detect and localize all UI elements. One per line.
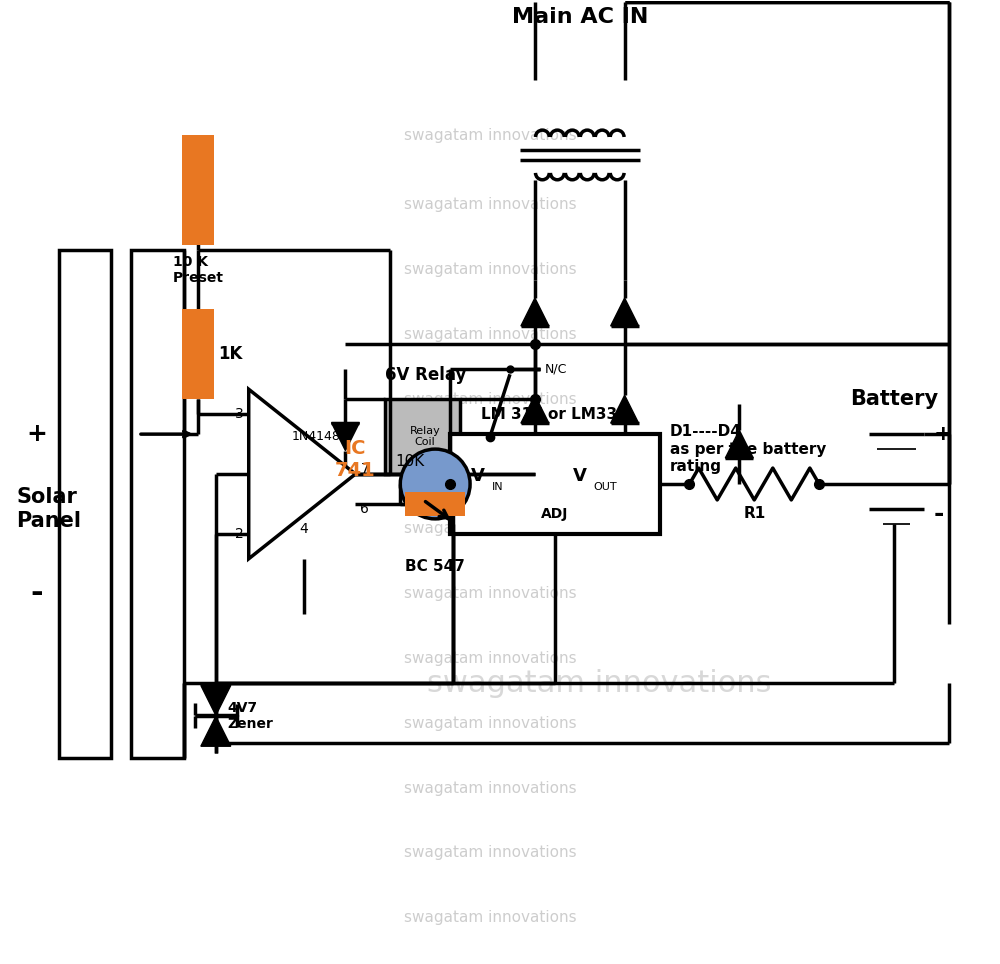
Text: V: V (471, 467, 485, 485)
Text: 3: 3 (235, 407, 244, 421)
Polygon shape (611, 395, 639, 423)
Bar (182, 135, 214, 245)
Polygon shape (331, 422, 359, 450)
Polygon shape (249, 389, 355, 559)
Text: +: + (26, 422, 47, 446)
Bar (59, 250, 111, 759)
Text: swagatam innovations: swagatam innovations (404, 127, 576, 143)
Polygon shape (725, 430, 753, 458)
Text: swagatam innovations: swagatam innovations (404, 910, 576, 925)
Text: 1N4148: 1N4148 (292, 430, 340, 443)
Text: swagatam innovations: swagatam innovations (404, 586, 576, 602)
Text: 7: 7 (360, 462, 369, 476)
Polygon shape (611, 298, 639, 326)
Text: -: - (30, 579, 43, 608)
Text: swagatam innovations: swagatam innovations (404, 781, 576, 795)
Text: swagatam innovations: swagatam innovations (404, 651, 576, 666)
Text: Battery: Battery (850, 389, 938, 409)
Text: Solar
Panel: Solar Panel (16, 488, 81, 530)
Text: swagatam innovations: swagatam innovations (427, 669, 772, 698)
Bar (131, 250, 184, 759)
Text: N/C: N/C (545, 362, 567, 376)
Text: swagatam innovations: swagatam innovations (404, 391, 576, 407)
Text: LM 317 or LM338: LM 317 or LM338 (481, 407, 628, 422)
Text: ADJ: ADJ (541, 507, 569, 521)
Text: swagatam innovations: swagatam innovations (404, 327, 576, 342)
Text: IN: IN (492, 482, 504, 492)
Polygon shape (521, 395, 549, 423)
Text: 10 K
Preset: 10 K Preset (173, 254, 224, 284)
Text: BC 547: BC 547 (405, 559, 465, 574)
Text: IC
741: IC 741 (335, 439, 375, 479)
Text: swagatam innovations: swagatam innovations (404, 845, 576, 861)
Text: R1: R1 (743, 506, 765, 521)
Text: Main AC IN: Main AC IN (512, 8, 648, 27)
Text: swagatam innovations: swagatam innovations (404, 198, 576, 212)
Polygon shape (521, 298, 549, 326)
Text: 4V7
Zener: 4V7 Zener (228, 701, 274, 731)
Polygon shape (201, 716, 231, 746)
Text: 4: 4 (299, 522, 308, 536)
Text: swagatam innovations: swagatam innovations (404, 457, 576, 471)
Text: 6: 6 (360, 502, 369, 516)
Text: 2: 2 (235, 527, 244, 541)
Text: Relay
Coil: Relay Coil (410, 426, 441, 447)
Text: -: - (934, 502, 944, 526)
Text: swagatam innovations: swagatam innovations (404, 522, 576, 536)
Bar (385, 399, 460, 474)
Bar (405, 492, 465, 516)
Text: D1----D4
as per the battery
rating: D1----D4 as per the battery rating (670, 424, 826, 474)
Circle shape (400, 449, 470, 519)
Text: swagatam innovations: swagatam innovations (404, 716, 576, 731)
Text: swagatam innovations: swagatam innovations (404, 262, 576, 277)
Text: OUT: OUT (594, 482, 617, 492)
Bar (450, 434, 660, 534)
Text: 1K: 1K (218, 345, 242, 363)
Bar (182, 309, 214, 399)
Text: 10K: 10K (395, 454, 425, 469)
Polygon shape (201, 685, 231, 715)
Text: 6V Relay: 6V Relay (385, 366, 466, 385)
Text: V: V (573, 467, 587, 485)
Text: +: + (934, 424, 952, 444)
